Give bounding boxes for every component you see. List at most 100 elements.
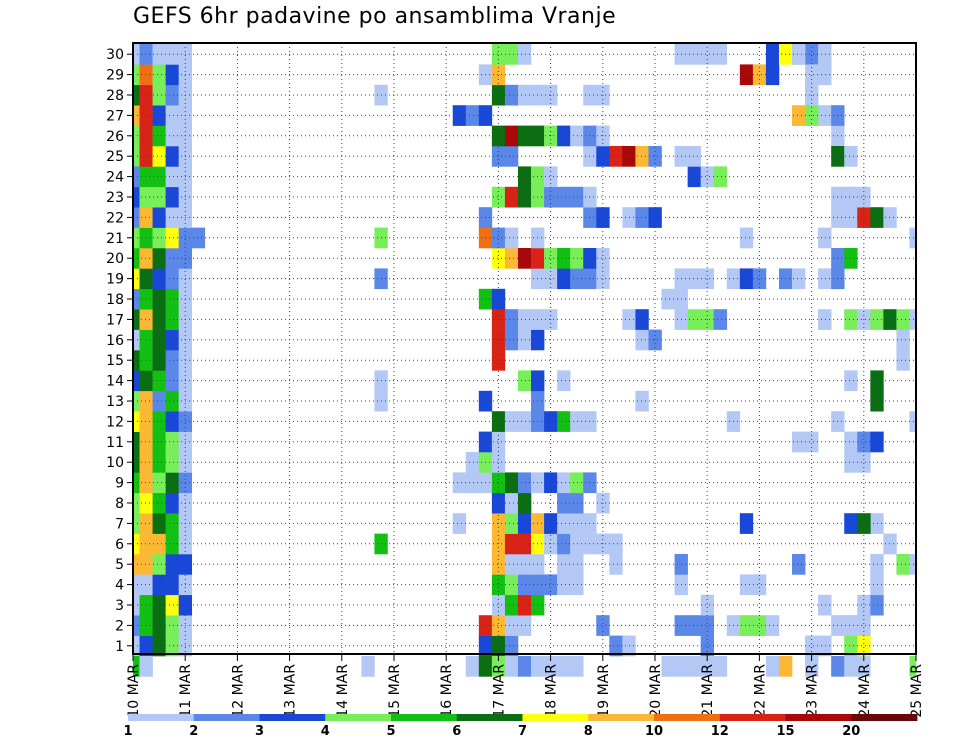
heatmap-cell: [857, 186, 871, 208]
y-tick-label: 29: [106, 68, 124, 84]
heatmap-cell: [478, 656, 493, 677]
heatmap-cell: [517, 411, 532, 432]
colorbar-swatch: [654, 714, 721, 721]
heatmap-cell: [504, 635, 519, 657]
heatmap-cell: [687, 656, 701, 677]
y-tick-label: 15: [106, 353, 124, 369]
heatmap-cell: [491, 452, 506, 473]
heatmap-cell: [152, 350, 166, 371]
x-tick-label: 12 MAR: [230, 664, 246, 718]
heatmap-cell: [687, 146, 701, 167]
heatmap-cell: [491, 350, 506, 371]
heatmap-cell: [844, 635, 858, 657]
heatmap-cell: [517, 533, 532, 555]
heatmap-cell: [570, 574, 584, 596]
heatmap-cell: [635, 207, 649, 228]
heatmap-cell: [883, 533, 897, 555]
heatmap-cell: [504, 84, 519, 106]
heatmap-cell: [165, 44, 179, 65]
heatmap-cell: [133, 288, 140, 310]
heatmap-cell: [831, 656, 845, 677]
heatmap-cell: [713, 44, 728, 65]
heatmap-cell: [517, 125, 532, 147]
x-tick-label: 22 MAR: [752, 664, 768, 718]
heatmap-cell: [818, 227, 832, 249]
heatmap-cell: [133, 227, 140, 249]
heatmap-cell: [465, 472, 480, 494]
y-tick-label: 3: [115, 598, 124, 614]
heatmap-cell: [139, 309, 153, 330]
heatmap-cell: [570, 268, 584, 290]
heatmap-cell: [165, 84, 179, 106]
heatmap-cell: [896, 329, 910, 351]
heatmap-cell: [752, 574, 767, 596]
heatmap-cell: [700, 656, 715, 677]
heatmap-cell: [544, 472, 558, 494]
y-axis: 1234567891011121314151617181920212223242…: [106, 47, 133, 655]
heatmap-cell: [570, 248, 584, 269]
colorbar-label: 8: [584, 724, 593, 739]
heatmap-cell: [491, 635, 506, 657]
heatmap-cell: [133, 635, 140, 657]
colorbar-swatch: [193, 714, 260, 721]
heatmap-cell: [713, 166, 728, 188]
heatmap-cell: [504, 615, 519, 636]
y-tick-label: 8: [115, 496, 124, 512]
y-tick-label: 23: [106, 190, 124, 206]
heatmap-cell: [491, 656, 506, 677]
heatmap-cell: [700, 44, 715, 65]
heatmap-cell: [361, 656, 375, 677]
heatmap-cell: [713, 309, 728, 330]
heatmap-cell: [139, 288, 153, 310]
heatmap-cell: [517, 656, 532, 677]
y-tick-label: 19: [106, 272, 124, 288]
heatmap-cell: [504, 411, 519, 432]
heatmap-cell: [133, 146, 140, 167]
x-tick-label: 11 MAR: [178, 664, 194, 718]
heatmap-cell: [765, 615, 780, 636]
heatmap-cell: [844, 248, 858, 269]
heatmap-cell: [139, 125, 153, 147]
heatmap-cell: [818, 635, 832, 657]
heatmap-cell: [857, 656, 871, 677]
heatmap-cell: [165, 207, 179, 228]
heatmap-cell: [609, 146, 623, 167]
heatmap-cell: [857, 635, 871, 657]
heatmap-cell: [609, 554, 623, 575]
heatmap-cell: [517, 594, 532, 616]
heatmap-cell: [133, 166, 140, 188]
heatmap-cell: [165, 309, 179, 330]
heatmap-cell: [517, 615, 532, 636]
heatmap-cell: [504, 227, 519, 249]
heatmap-cell: [152, 533, 166, 555]
heatmap-cell: [517, 44, 532, 65]
heatmap-cell: [765, 64, 780, 86]
y-tick-label: 28: [106, 88, 124, 104]
colorbar-swatch: [851, 714, 918, 721]
heatmap-cell: [765, 44, 780, 65]
y-tick-label: 5: [115, 557, 124, 573]
heatmap-cell: [504, 574, 519, 596]
heatmap-cell: [752, 268, 767, 290]
heatmap-cell: [752, 615, 767, 636]
heatmap-cell: [504, 248, 519, 269]
heatmap-cell: [491, 431, 506, 453]
heatmap-cell: [792, 44, 806, 65]
heatmap-cell: [152, 268, 166, 290]
heatmap-cell: [139, 84, 153, 106]
heatmap-cell: [909, 656, 917, 677]
x-tick-label: 24 MAR: [857, 664, 873, 718]
heatmap-cell: [844, 615, 858, 636]
heatmap-cell: [896, 554, 910, 575]
heatmap-cell: [139, 492, 153, 514]
heatmap-cell: [133, 411, 140, 432]
heatmap-cell: [152, 615, 166, 636]
heatmap-cell: [152, 44, 166, 65]
heatmap-cell: [596, 268, 610, 290]
colorbar-swatch: [785, 714, 852, 721]
heatmap-cell: [739, 513, 754, 534]
heatmap-cell: [844, 309, 858, 330]
heatmap-cell: [165, 166, 179, 188]
heatmap-cell: [609, 533, 623, 555]
heatmap-cell: [165, 452, 179, 473]
